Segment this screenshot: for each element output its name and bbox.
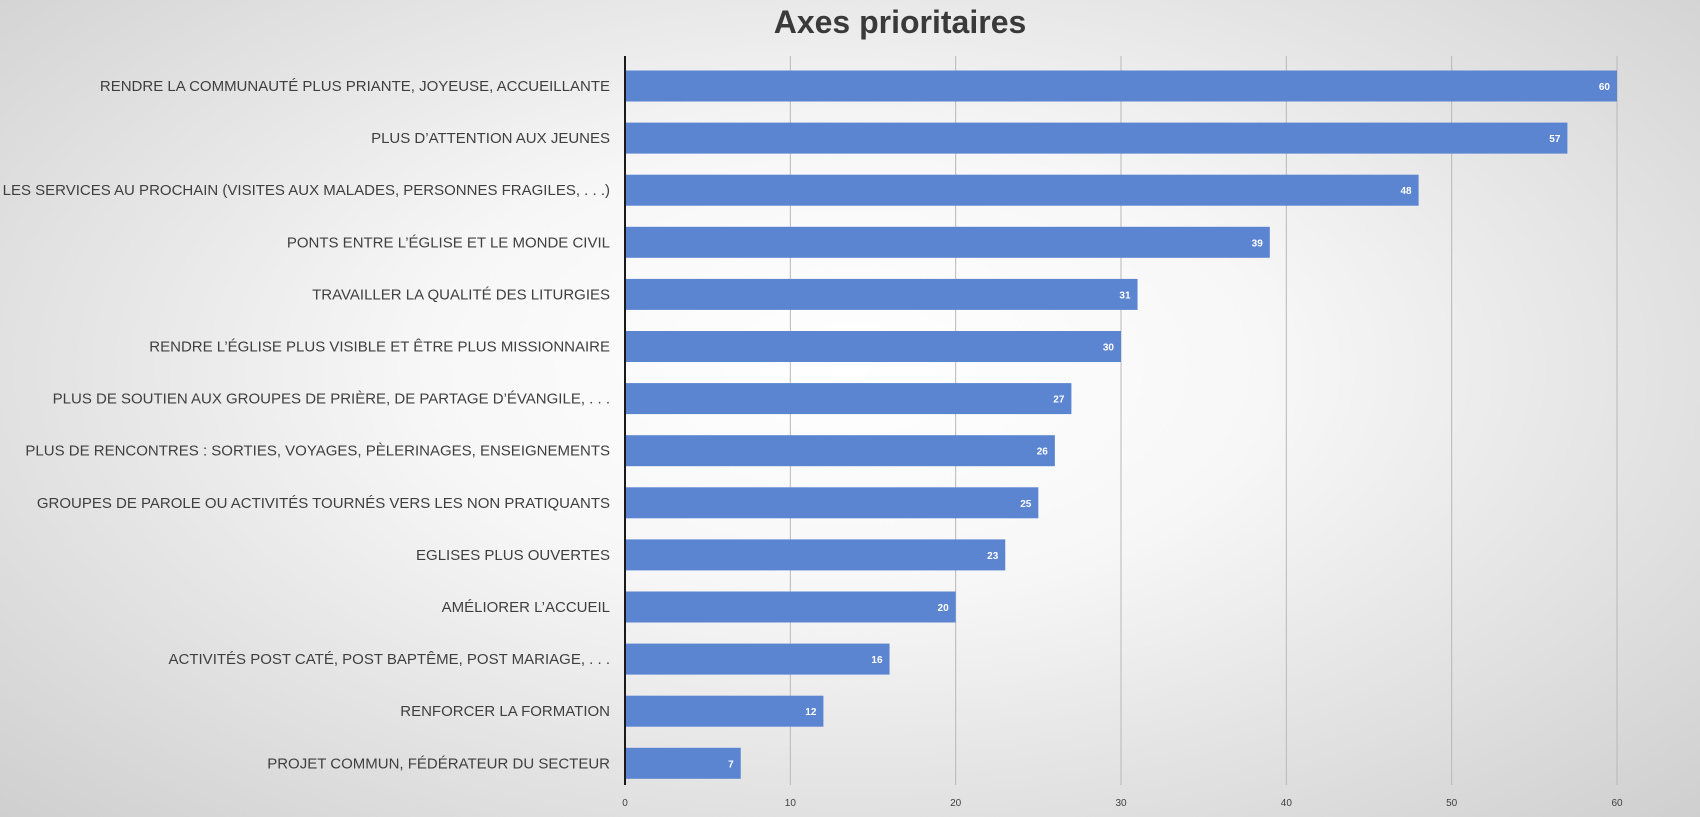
bar (625, 70, 1617, 102)
category-label: AMÉLIORER L’ACCUEIL (442, 599, 610, 616)
bar (625, 591, 956, 623)
x-tick-label: 0 (622, 798, 628, 809)
category-label: RENFORCER LA FORMATION (400, 703, 610, 720)
bar (625, 331, 1121, 362)
data-label: 48 (1400, 186, 1412, 197)
x-tick-label: 50 (1446, 798, 1458, 809)
category-label: RENDRE L’ÉGLISE PLUS VISIBLE ET ÊTRE PLU… (149, 339, 610, 356)
category-label: GROUPES DE PAROLE OU ACTIVITÉS TOURNÉS V… (37, 495, 610, 512)
bar (625, 747, 741, 779)
data-label: 7 (728, 759, 734, 770)
bar (625, 643, 890, 675)
data-label: 20 (938, 603, 950, 614)
category-label: PROJET COMMUN, FÉDÉRATEUR DU SECTEUR (267, 755, 610, 772)
data-label: 25 (1020, 499, 1032, 510)
data-label: 30 (1103, 343, 1115, 354)
category-label: PONTS ENTRE L’ÉGLISE ET LE MONDE CIVIL (287, 234, 610, 251)
data-label: 39 (1252, 238, 1264, 249)
x-tick-label: 40 (1281, 798, 1293, 809)
data-label: 57 (1549, 134, 1561, 145)
data-label: 16 (871, 655, 883, 666)
bar (625, 695, 824, 727)
category-label: PLUS DE RENCONTRES : SORTIES, VOYAGES, P… (25, 443, 610, 460)
chart-title: Axes prioritaires (773, 4, 1027, 40)
x-tick-label: 60 (1611, 798, 1623, 809)
bar (625, 122, 1568, 154)
bar (625, 174, 1419, 206)
bar (625, 278, 1138, 310)
x-tick-label: 30 (1115, 798, 1127, 809)
x-tick-label: 20 (950, 798, 962, 809)
bar (625, 487, 1039, 519)
data-label: 26 (1037, 447, 1049, 458)
bar (625, 539, 1006, 571)
bar (625, 435, 1055, 467)
data-label: 23 (987, 551, 999, 562)
data-label: 27 (1053, 395, 1065, 406)
category-label: PLUS DE SOUTIEN AUX GROUPES DE PRIÈRE, D… (53, 391, 610, 408)
category-label: EGLISES PLUS OUVERTES (416, 547, 610, 564)
bar (625, 226, 1270, 258)
x-tick-label: 10 (785, 798, 797, 809)
category-label: TRAVAILLER LA QUALITÉ DES LITURGIES (312, 286, 610, 303)
category-label: ACTIVITÉS POST CATÉ, POST BAPTÊME, POST … (169, 651, 610, 668)
bar (625, 383, 1072, 415)
category-label: RENDRE LA COMMUNAUTÉ PLUS PRIANTE, JOYEU… (100, 78, 610, 95)
category-label: PLUS D’ATTENTION AUX JEUNES (371, 130, 610, 147)
data-label: 12 (805, 707, 817, 718)
data-label: 31 (1119, 290, 1131, 301)
data-label: 60 (1599, 82, 1611, 93)
category-label: RENFORCER LES SERVICES AU PROCHAIN (VISI… (0, 182, 610, 199)
